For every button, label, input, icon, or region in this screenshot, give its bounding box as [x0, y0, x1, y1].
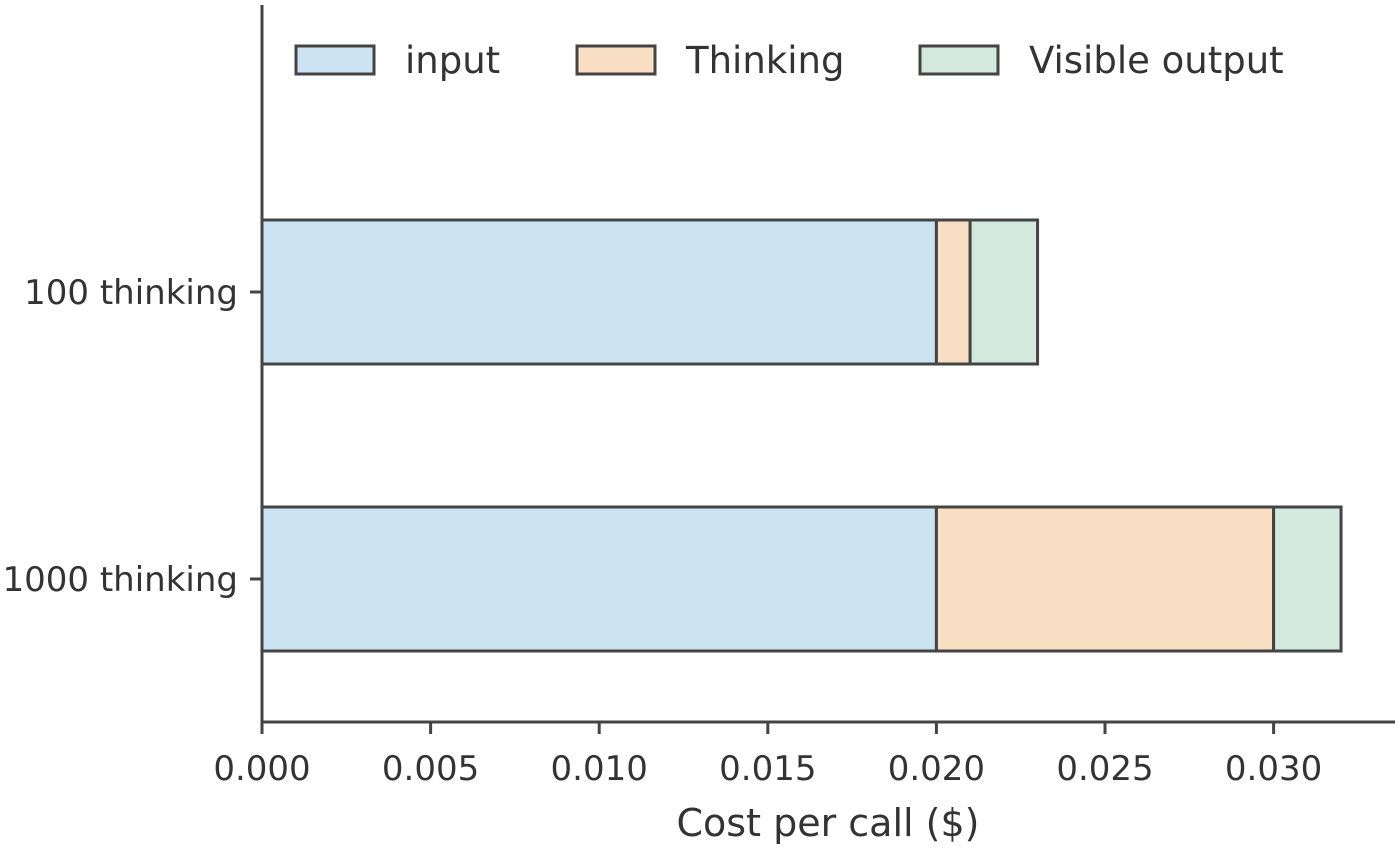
y-tick-label: 1000 thinking: [3, 560, 238, 600]
x-tick-label: 0.000: [213, 749, 310, 789]
x-tick-label: 0.010: [551, 749, 648, 789]
legend-swatch-thinking: [575, 44, 657, 76]
legend-label-thinking: Thinking: [685, 39, 844, 82]
legend-swatch-input: [294, 44, 376, 76]
y-ticks: 100 thinking 1000 thinking: [3, 273, 262, 600]
x-tick-label: 0.005: [382, 749, 479, 789]
x-ticks: 0.000 0.005 0.010 0.015 0.020 0.025 0.030: [213, 722, 1322, 789]
legend-label-input: input: [405, 39, 500, 82]
x-tick-label: 0.015: [719, 749, 816, 789]
y-tick-label: 100 thinking: [24, 273, 238, 313]
bar-1000-thinking-visible-output: [1272, 505, 1343, 653]
legend-label-visible-output: Visible output: [1029, 39, 1284, 82]
x-tick-label: 0.030: [1225, 749, 1322, 789]
x-tick-label: 0.020: [888, 749, 985, 789]
bar-100-thinking-thinking: [934, 218, 972, 366]
axes-layer: [260, 5, 1395, 724]
legend: input Thinking Visible output: [294, 39, 1284, 82]
x-axis-title: Cost per call ($): [677, 801, 980, 845]
bar-1000-thinking-input: [260, 505, 938, 653]
x-tick-label: 0.025: [1056, 749, 1153, 789]
bar-100-thinking-visible-output: [968, 218, 1040, 366]
bar-1000-thinking-thinking: [934, 505, 1276, 653]
bars-layer: [260, 218, 1343, 653]
legend-swatch-visible-output: [918, 44, 1000, 76]
bar-100-thinking-input: [260, 218, 938, 366]
